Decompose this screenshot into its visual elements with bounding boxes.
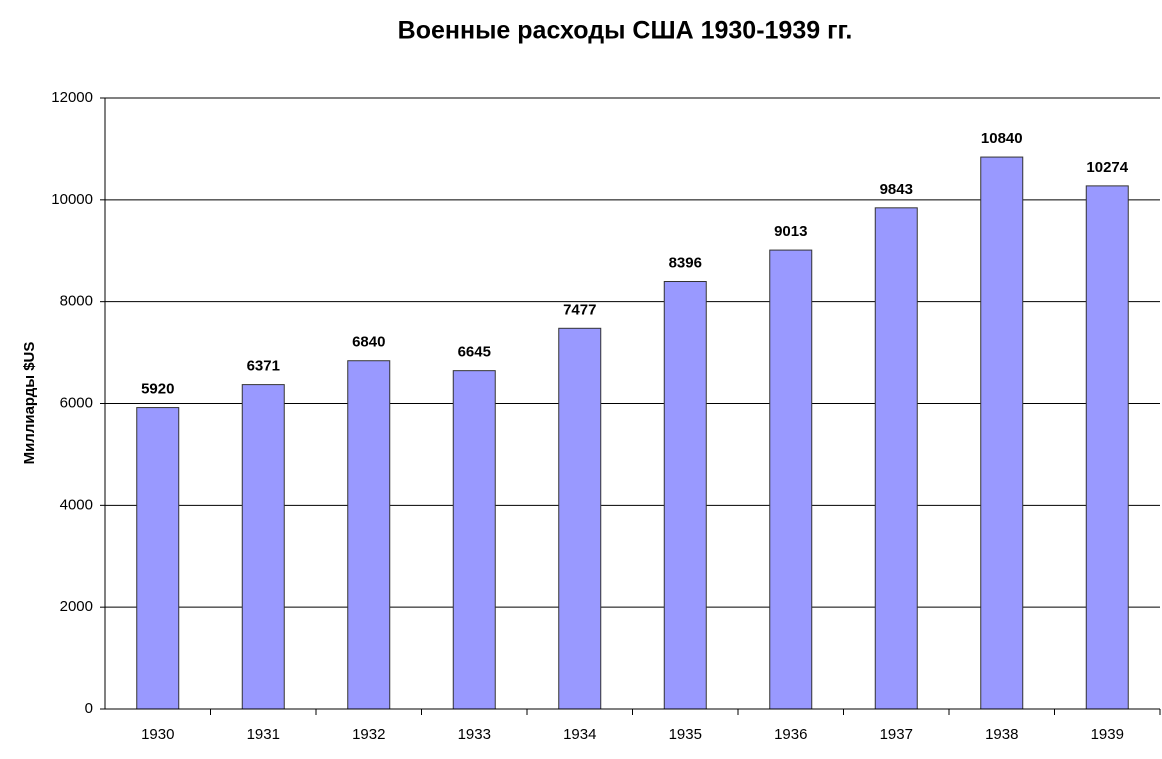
bar [347,360,391,710]
y-tick-label: 6000 [60,394,93,411]
bar [241,384,285,710]
value-label: 6840 [352,334,385,351]
bar [980,156,1024,710]
y-tick-label: 8000 [60,293,93,310]
y-tick-label: 10000 [51,191,93,208]
bar [769,249,813,710]
x-tick-label: 1930 [141,726,174,743]
x-tick-label: 1937 [880,726,913,743]
y-axis-label: Миллиарды $US [21,342,38,465]
value-label: 9013 [774,223,807,240]
y-tick-label: 12000 [51,89,93,106]
value-label: 5920 [141,381,174,398]
bar [136,407,180,710]
bar [452,370,496,710]
x-tick-label: 1933 [458,726,491,743]
x-tick-label: 1938 [985,726,1018,743]
y-tick-label: 4000 [60,496,93,513]
bar [874,207,918,710]
value-label: 6371 [247,358,280,375]
x-tick-label: 1939 [1091,726,1124,743]
value-label: 9843 [880,181,913,198]
x-tick-label: 1934 [563,726,596,743]
x-tick-label: 1931 [247,726,280,743]
bar [558,327,602,710]
value-label: 6645 [458,344,491,361]
x-tick-label: 1936 [774,726,807,743]
x-tick-label: 1932 [352,726,385,743]
bar [663,281,707,710]
y-tick-label: 2000 [60,598,93,615]
bar [1085,185,1129,710]
value-label: 8396 [669,254,702,271]
y-tick-label: 0 [85,700,93,717]
x-tick-label: 1935 [669,726,702,743]
value-label: 7477 [563,301,596,318]
value-label: 10274 [1086,159,1128,176]
value-label: 10840 [981,130,1023,147]
chart-title: Военные расходы США 1930-1939 гг. [398,17,853,45]
